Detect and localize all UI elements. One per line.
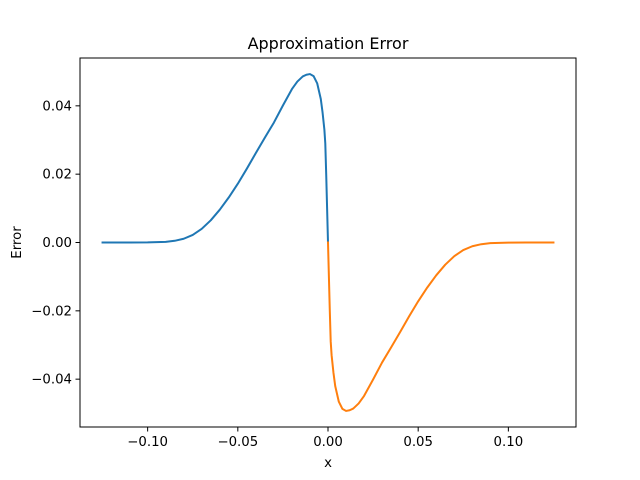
x-tick-label: 0.05 <box>403 435 433 450</box>
x-axis-label: x <box>324 456 332 471</box>
x-tick-label: −0.05 <box>217 435 258 450</box>
y-tick-label: −0.04 <box>31 373 72 388</box>
y-axis-label: Error <box>10 226 25 259</box>
chart-title: Approximation Error <box>248 34 409 53</box>
series-line-1 <box>326 241 555 412</box>
x-axis: −0.10 −0.05 0.00 0.05 0.10 <box>127 427 523 450</box>
x-tick-label: 0.10 <box>494 435 524 450</box>
y-tick-label: 0.04 <box>42 99 72 114</box>
x-tick-label: 0.00 <box>313 435 343 450</box>
series-line-0 <box>101 73 330 244</box>
x-tick-label: −0.10 <box>127 435 168 450</box>
y-tick-label: 0.00 <box>42 236 72 251</box>
y-tick-label: −0.02 <box>31 304 72 319</box>
series-layer <box>101 73 555 412</box>
y-axis: −0.04 −0.02 0.00 0.02 0.04 <box>31 99 80 388</box>
y-tick-label: 0.02 <box>42 168 72 183</box>
